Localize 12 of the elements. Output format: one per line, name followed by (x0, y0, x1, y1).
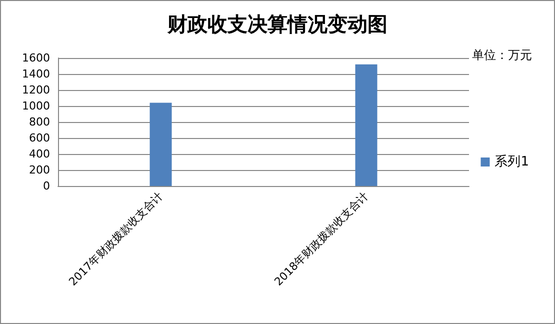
y-tick-label: 800 (29, 116, 50, 128)
y-tick-label: 200 (29, 164, 50, 176)
y-tick-label: 1200 (22, 84, 50, 96)
y-tick-label: 600 (29, 132, 50, 144)
y-tick-label: 1000 (22, 100, 50, 112)
y-tick-label: 1400 (22, 68, 50, 80)
y-tick-label: 1600 (22, 52, 50, 64)
legend-label: 系列1 (494, 154, 530, 170)
chart-title: 财政收支决算情况变动图 (166, 12, 388, 36)
y-tick-label: 0 (43, 180, 50, 192)
y-tick-label: 400 (29, 148, 50, 160)
text: 单位：万元 (472, 48, 532, 62)
